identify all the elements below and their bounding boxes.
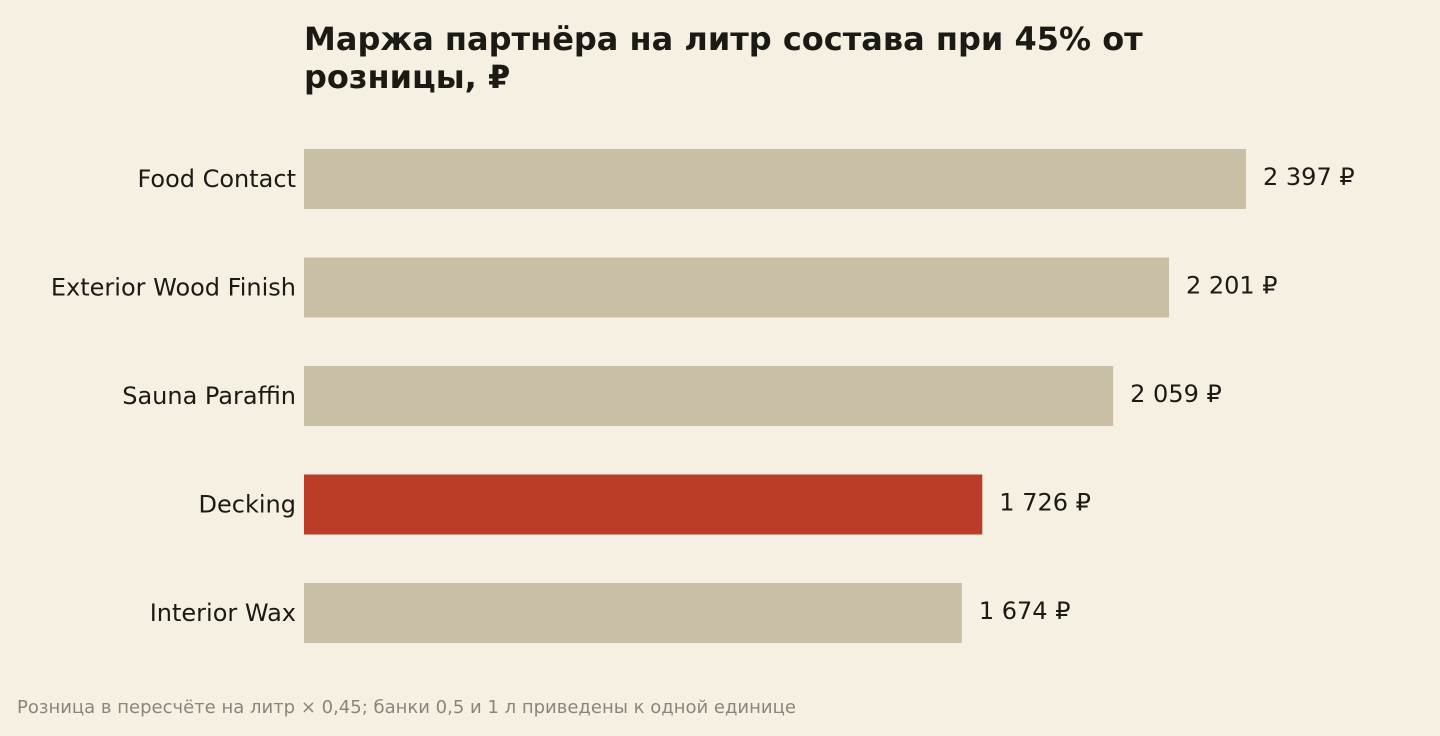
bar-sauna-paraffin <box>304 366 1114 426</box>
category-label-sauna-paraffin: Sauna Paraffin <box>122 382 296 410</box>
value-label-food-contact: 2 397 ₽ <box>1263 163 1355 191</box>
bar-interior-wax <box>304 583 962 643</box>
value-label-sauna-paraffin: 2 059 ₽ <box>1130 380 1222 408</box>
bar-exterior-wood-finish <box>304 257 1169 318</box>
value-label-exterior-wood-finish: 2 201 ₽ <box>1186 272 1278 300</box>
value-label-interior-wax: 1 674 ₽ <box>979 597 1071 625</box>
category-label-food-contact: Food Contact <box>137 165 296 193</box>
bar-food-contact <box>304 149 1246 209</box>
category-label-decking: Decking <box>199 491 296 519</box>
category-label-interior-wax: Interior Wax <box>150 599 296 627</box>
category-label-exterior-wood-finish: Exterior Wood Finish <box>51 274 296 302</box>
bar-decking <box>304 474 983 535</box>
value-label-decking: 1 726 ₽ <box>999 489 1091 517</box>
chart-title: Маржа партнёра на литр состава при 45% о… <box>304 20 1143 96</box>
chart-footnote: Розница в пересчёте на литр × 0,45; банк… <box>17 697 796 718</box>
